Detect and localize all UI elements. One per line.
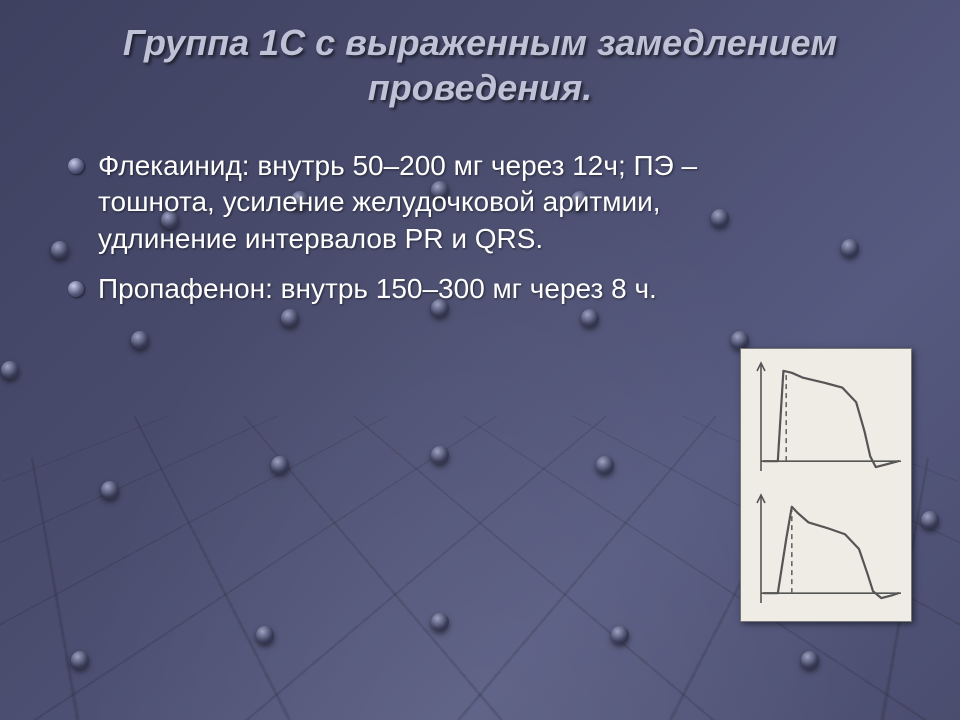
bullet-icon xyxy=(68,281,84,297)
list-item: Пропафенон: внутрь 150–300 мг через 8 ч. xyxy=(68,271,710,307)
list-item: Флекаинид: внутрь 50–200 мг через 12ч; П… xyxy=(68,148,710,257)
ap-chart-top xyxy=(747,355,907,485)
bullet-text: Флекаинид: внутрь 50–200 мг через 12ч; П… xyxy=(98,148,710,257)
slide-title: Группа 1С с выраженным замедлением прове… xyxy=(48,20,912,110)
slide-content: Группа 1С с выраженным замедлением прове… xyxy=(0,0,960,720)
ap-chart-bottom xyxy=(747,487,907,617)
bullet-icon xyxy=(68,158,84,174)
bullet-list: Флекаинид: внутрь 50–200 мг через 12ч; П… xyxy=(48,148,730,322)
content-row: Флекаинид: внутрь 50–200 мг через 12ч; П… xyxy=(48,148,912,622)
bullet-text: Пропафенон: внутрь 150–300 мг через 8 ч. xyxy=(98,271,710,307)
action-potential-figure xyxy=(740,348,912,622)
